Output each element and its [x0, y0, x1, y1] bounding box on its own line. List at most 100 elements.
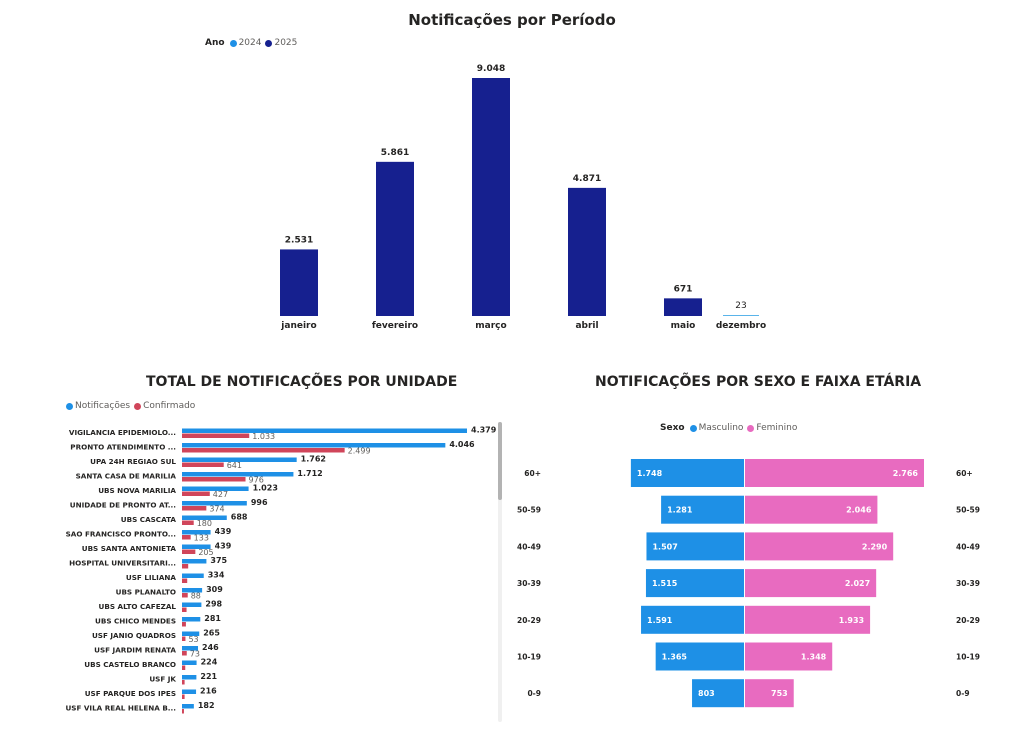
sex-age-chart-title: NOTIFICAÇÕES POR SEXO E FAIXA ETÁRIA [595, 374, 922, 390]
confirmado-bar[interactable] [182, 535, 191, 540]
masculino-bar[interactable] [641, 605, 744, 634]
confirmado-bar[interactable] [182, 564, 189, 569]
notificacoes-bar[interactable] [182, 675, 197, 680]
notificacoes-value-label: 4.379 [471, 426, 497, 435]
confirmado-bar[interactable] [182, 520, 194, 526]
notificacoes-bar[interactable] [182, 646, 199, 651]
notificacoes-bar[interactable] [182, 501, 247, 506]
x-tick-label: janeiro [280, 321, 316, 331]
notificacoes-bar[interactable] [182, 704, 194, 709]
feminino-bar[interactable] [745, 642, 833, 671]
confirmado-bar[interactable] [182, 680, 185, 685]
masculino-bar[interactable] [630, 459, 744, 487]
legend-item-masculino[interactable]: Masculino [689, 423, 743, 433]
notificacoes-value-label: 996 [251, 498, 268, 507]
confirmado-value-label: 53 [188, 635, 198, 644]
notificacoes-bar[interactable] [182, 472, 294, 477]
confirmado-bar[interactable] [182, 622, 186, 627]
masculino-bar[interactable] [692, 679, 744, 708]
age-group-label-left: 10-19 [517, 653, 541, 662]
notificacoes-bar[interactable] [182, 631, 200, 637]
legend-item-confirmado[interactable]: Confirmado [134, 401, 195, 411]
legend-item-2024[interactable]: 2024 [229, 38, 261, 48]
masculino-bar[interactable] [661, 495, 744, 524]
confirmado-bar[interactable] [182, 593, 188, 598]
confirmado-bar[interactable] [182, 709, 184, 714]
age-group-label-right: 0-9 [956, 689, 970, 698]
feminino-bar[interactable] [745, 532, 894, 561]
notificacoes-bar[interactable] [182, 660, 197, 666]
notificacoes-bar[interactable] [182, 617, 201, 622]
confirmado-value-label: 976 [249, 476, 264, 485]
notificacoes-bar[interactable] [182, 573, 204, 579]
masculino-bar[interactable] [645, 569, 744, 598]
confirmado-bar[interactable] [182, 578, 188, 584]
confirmado-bar[interactable] [182, 462, 224, 468]
bar-2025[interactable] [568, 187, 606, 316]
notificacoes-bar[interactable] [182, 428, 467, 434]
bar-2025[interactable] [472, 78, 510, 316]
notificacoes-bar[interactable] [182, 530, 211, 535]
confirmado-bar[interactable] [182, 549, 196, 555]
confirmado-bar[interactable] [182, 636, 186, 642]
notificacoes-bar[interactable] [182, 515, 227, 521]
notificacoes-bar[interactable] [182, 457, 297, 463]
bar-2024[interactable] [723, 315, 759, 316]
confirmado-bar[interactable] [182, 491, 210, 497]
legend-item-notificacoes[interactable]: Notificações [66, 401, 130, 411]
legend-label-confirmado: Confirmado [143, 401, 196, 411]
notificacoes-bar[interactable] [182, 588, 203, 593]
unit-category-label: UBS NOVA MARILIA [98, 486, 176, 495]
age-group-label-right: 60+ [956, 469, 973, 478]
confirmado-bar[interactable] [182, 694, 185, 700]
period-legend-title: Ano [205, 38, 225, 48]
age-group-label-right: 50-59 [956, 506, 980, 515]
confirmado-value-label: 133 [194, 534, 209, 543]
masculino-bar[interactable] [655, 642, 744, 671]
confirmado-bar[interactable] [182, 651, 187, 656]
feminino-value-label: 2.046 [846, 506, 872, 515]
bar-2025[interactable] [376, 161, 414, 316]
notificacoes-bar[interactable] [182, 544, 211, 550]
unit-category-label: USF VILA REAL HELENA B... [65, 704, 176, 713]
notificacoes-value-label: 182 [198, 701, 215, 710]
unit-chart-scroll-thumb[interactable] [498, 422, 502, 500]
notificacoes-bar[interactable] [182, 486, 249, 492]
unit-chart-scrollbar[interactable] [498, 422, 502, 722]
notificacoes-bar[interactable] [182, 559, 207, 564]
masculino-bar[interactable] [646, 532, 744, 561]
feminino-bar[interactable] [745, 605, 871, 634]
confirmado-bar[interactable] [182, 607, 187, 613]
notificacoes-bar[interactable] [182, 602, 202, 608]
x-tick-label: março [475, 321, 506, 331]
confirmado-bar[interactable] [182, 448, 345, 453]
notificacoes-bar[interactable] [182, 443, 446, 448]
confirmado-bar[interactable] [182, 665, 186, 671]
confirmado-bar[interactable] [182, 433, 250, 439]
notificacoes-value-label: 1.762 [301, 455, 326, 464]
unit-chart-title: TOTAL DE NOTIFICAÇÕES POR UNIDADE [146, 374, 458, 390]
feminino-bar[interactable] [745, 459, 924, 487]
legend-item-2025[interactable]: 2025 [265, 38, 297, 48]
notificacoes-bar[interactable] [182, 689, 197, 695]
period-legend: Ano 2024 2025 [205, 38, 301, 48]
notificacoes-value-label: 1.712 [297, 469, 322, 478]
age-group-label-left: 0-9 [527, 689, 541, 698]
legend-item-feminino[interactable]: Feminino [747, 423, 797, 433]
sex-age-pyramid-chart: 60+ 60+ 1.748 2.766 50-59 50-59 1.281 2.046 40-4… [517, 459, 980, 708]
feminino-value-label: 2.290 [862, 542, 888, 551]
legend-label-feminino: Feminino [756, 423, 798, 433]
feminino-value-label: 1.348 [801, 653, 827, 662]
bar-2025[interactable] [280, 249, 318, 316]
age-group-label-left: 30-39 [517, 579, 541, 588]
feminino-value-label: 2.027 [845, 579, 870, 588]
feminino-bar[interactable] [745, 679, 794, 708]
feminino-bar[interactable] [745, 495, 878, 524]
confirmado-bar[interactable] [182, 477, 246, 482]
notificacoes-value-label: 439 [215, 527, 232, 536]
bar-2025[interactable] [664, 298, 702, 316]
age-group-label-left: 20-29 [517, 616, 541, 625]
feminino-bar[interactable] [745, 569, 877, 598]
masculino-value-label: 1.365 [662, 653, 688, 662]
confirmado-bar[interactable] [182, 506, 207, 511]
